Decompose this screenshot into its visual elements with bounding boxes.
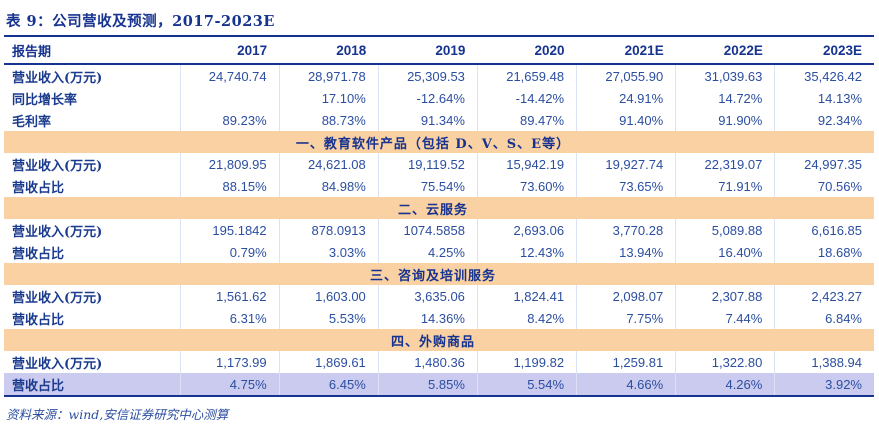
row-label: 营收占比 [12, 180, 65, 196]
section-label: 一、教育软件产品（包括 D、V、S、E等） [4, 131, 874, 153]
row-label: 营收占比 [12, 312, 65, 328]
row-label: 营业收入(万元) [12, 290, 103, 306]
section-band-purchased-goods: 四、外购商品 [4, 329, 874, 351]
table-row: 营业收入(万元) 1,561.62 1,603.00 3,635.06 1,82… [4, 285, 874, 307]
section-band-cloud-services: 二、云服务 [4, 197, 874, 219]
row-label: 同比增长率 [12, 92, 78, 108]
table-row: 营业收入(万元) 1,173.99 1,869.61 1,480.36 1,19… [4, 351, 874, 373]
header-row: 报告期 2017 2018 2019 2020 2021E 2022E 2023… [4, 37, 874, 65]
table-row: 营收占比 0.79% 3.03% 4.25% 12.43% 13.94% 16.… [4, 241, 874, 263]
table-title: 表 9：公司营收及预测，2017-2023E [4, 8, 874, 37]
section-band-education-software: 一、教育软件产品（包括 D、V、S、E等） [4, 131, 874, 153]
header-2020: 2020 [477, 37, 577, 65]
source-note: 资料来源：wind,安信证券研究中心测算 [6, 407, 229, 422]
header-2022e: 2022E [675, 37, 775, 65]
table-row-highlighted: 营收占比 4.75% 6.45% 5.85% 5.54% 4.66% 4.26%… [4, 373, 874, 397]
revenue-forecast-table: 报告期 2017 2018 2019 2020 2021E 2022E 2023… [4, 37, 874, 397]
table-row: 营收占比 6.31% 5.53% 14.36% 8.42% 7.75% 7.44… [4, 307, 874, 329]
header-2023e: 2023E [774, 37, 874, 65]
header-2018: 2018 [279, 37, 379, 65]
header-report-period: 报告期 [4, 37, 180, 65]
table-row: 营收占比 88.15% 84.98% 75.54% 73.60% 73.65% … [4, 175, 874, 197]
table-row: 毛利率 89.23% 88.73% 91.34% 89.47% 91.40% 9… [4, 109, 874, 131]
table-row: 营业收入(万元) 24,740.74 28,971.78 25,309.53 2… [4, 64, 874, 87]
row-label: 营业收入(万元) [12, 224, 103, 240]
row-label: 毛利率 [12, 114, 52, 130]
header-2019: 2019 [378, 37, 478, 65]
table-row: 营业收入(万元) 21,809.95 24,621.08 19,119.52 1… [4, 153, 874, 175]
row-label: 营业收入(万元) [12, 158, 103, 174]
row-label: 营收占比 [12, 246, 65, 262]
row-label: 营业收入(万元) [12, 70, 103, 86]
header-2021e: 2021E [576, 37, 676, 65]
table-row: 营业收入(万元) 195.1842 878.0913 1074.5858 2,6… [4, 219, 874, 241]
section-label: 二、云服务 [4, 197, 874, 219]
section-band-consulting-training: 三、咨询及培训服务 [4, 263, 874, 285]
table-row: 同比增长率 17.10% -12.64% -14.42% 24.91% 14.7… [4, 87, 874, 109]
section-label: 四、外购商品 [4, 329, 874, 351]
row-label: 营业收入(万元) [12, 356, 103, 372]
header-2017: 2017 [180, 37, 280, 65]
section-label: 三、咨询及培训服务 [4, 263, 874, 285]
row-label: 营收占比 [4, 373, 180, 397]
